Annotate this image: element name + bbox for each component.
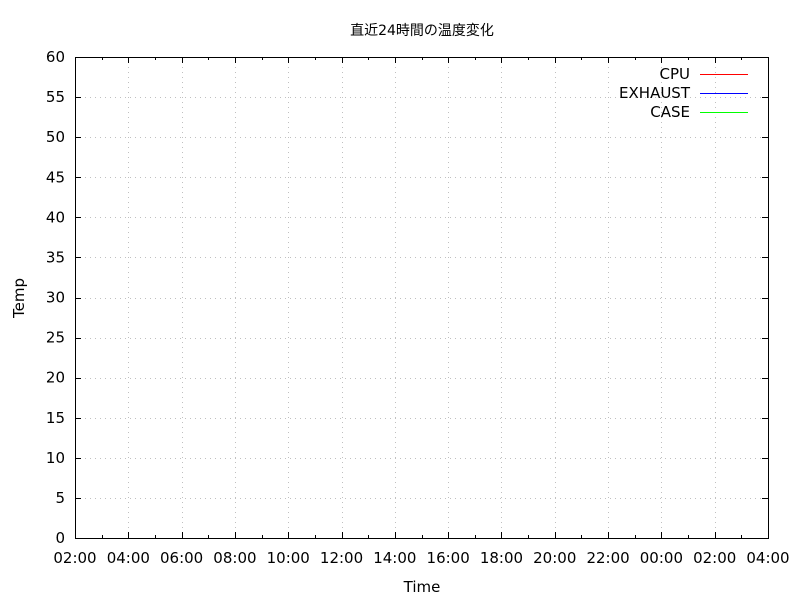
legend-label-case: CASE xyxy=(650,103,690,121)
x-tick-label: 04:00 xyxy=(746,549,789,567)
x-tick-label: 10:00 xyxy=(267,549,310,567)
y-tick-label: 20 xyxy=(46,369,65,387)
x-tick-label: 18:00 xyxy=(480,549,523,567)
x-tick-label: 04:00 xyxy=(107,549,150,567)
x-tick-label: 14:00 xyxy=(373,549,416,567)
x-tick-label: 16:00 xyxy=(427,549,470,567)
y-tick-label: 15 xyxy=(46,409,65,427)
x-tick-label: 22:00 xyxy=(586,549,629,567)
y-tick-label: 60 xyxy=(46,48,65,66)
y-tick-label: 40 xyxy=(46,208,65,226)
x-tick-label: 20:00 xyxy=(533,549,576,567)
y-tick-label: 25 xyxy=(46,329,65,347)
x-tick-label: 08:00 xyxy=(213,549,256,567)
x-tick-label: 00:00 xyxy=(640,549,683,567)
x-axis-label: Time xyxy=(403,578,441,596)
x-tick-label: 02:00 xyxy=(693,549,736,567)
y-tick-label: 5 xyxy=(55,489,65,507)
x-axis-ticks: 02:00 04:00 06:00 08:00 10:00 12:00 14:00 16:00… xyxy=(53,57,790,567)
chart-title: 直近24時間の温度変化 xyxy=(350,22,494,39)
y-tick-label: 50 xyxy=(46,128,65,146)
y-tick-label: 35 xyxy=(46,248,65,266)
y-tick-label: 55 xyxy=(46,88,65,106)
x-tick-label: 02:00 xyxy=(53,549,96,567)
x-tick-label: 06:00 xyxy=(160,549,203,567)
y-tick-label: 30 xyxy=(46,289,65,307)
plot-frame xyxy=(75,57,769,539)
y-tick-label: 0 xyxy=(55,529,65,547)
y-axis-label: Temp xyxy=(10,278,28,319)
grid-lines xyxy=(75,57,768,538)
y-tick-label: 10 xyxy=(46,449,65,467)
y-axis-ticks: 0 5 10 15 20 25 30 35 40 45 50 55 60 xyxy=(46,48,768,547)
legend-label-exhaust: EXHAUST xyxy=(619,84,691,102)
legend-label-cpu: CPU xyxy=(660,65,691,83)
y-tick-label: 45 xyxy=(46,168,65,186)
x-tick-label: 12:00 xyxy=(320,549,363,567)
